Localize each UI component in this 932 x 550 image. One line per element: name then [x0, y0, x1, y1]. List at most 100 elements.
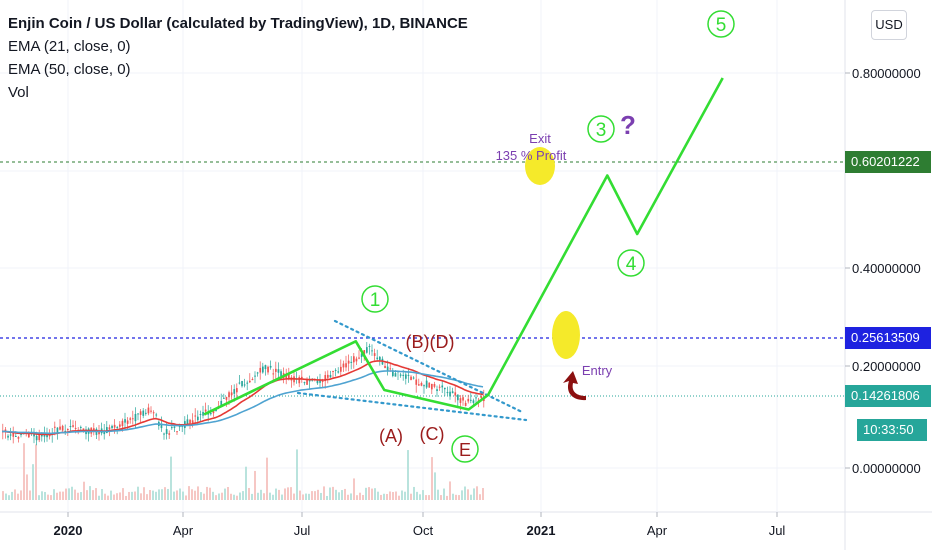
- volume-bar: [215, 495, 217, 500]
- volume-bar: [320, 492, 322, 500]
- y-tick-label: 0.00000000: [852, 461, 921, 476]
- volume-bar: [23, 443, 25, 500]
- volume-bar: [359, 492, 361, 500]
- volume-bar: [404, 491, 406, 500]
- candle-body: [269, 365, 272, 368]
- legend-title[interactable]: Enjin Coin / US Dollar (calculated by Tr…: [8, 15, 468, 32]
- candle-body: [464, 402, 467, 406]
- candle-body: [360, 353, 363, 357]
- candle-body: [316, 380, 319, 384]
- volume-bar: [455, 494, 457, 500]
- candle-body: [423, 385, 425, 387]
- volume-bar: [119, 492, 121, 500]
- candle-body: [223, 397, 225, 399]
- candle-body: [355, 358, 358, 362]
- volume-bar: [173, 491, 175, 500]
- candle-body: [376, 357, 379, 360]
- candle-body: [459, 398, 462, 403]
- volume-bar: [74, 489, 76, 500]
- volume-bar: [407, 450, 409, 500]
- legend-ema21[interactable]: EMA (21, close, 0): [8, 38, 131, 55]
- volume-bar: [122, 488, 124, 500]
- volume-bar: [344, 488, 346, 500]
- candle-body: [412, 377, 415, 379]
- candle-body: [363, 350, 366, 355]
- volume-bar: [5, 493, 7, 500]
- candle-body: [368, 345, 371, 347]
- volume-bar: [38, 495, 40, 500]
- x-tick-label: Apr: [647, 523, 668, 538]
- candle-body: [64, 430, 67, 432]
- candle-body: [280, 371, 282, 377]
- wave-number-label: 1: [370, 290, 381, 311]
- volume-bar: [329, 487, 331, 500]
- volume-bar: [272, 494, 274, 500]
- volume-bar: [275, 488, 277, 500]
- candle-body: [7, 435, 9, 438]
- candle-body: [173, 426, 176, 428]
- candle-body: [59, 426, 61, 430]
- candle-body: [189, 419, 191, 424]
- candle-body: [256, 372, 259, 374]
- volume-bar: [467, 489, 469, 500]
- volume-bar: [464, 486, 466, 500]
- candle-body: [111, 425, 113, 429]
- candle-body: [327, 374, 329, 378]
- candle-body: [230, 392, 233, 396]
- volume-bar: [257, 492, 259, 500]
- candle-body: [236, 388, 238, 393]
- volume-bar: [350, 493, 352, 500]
- candle-body: [233, 389, 236, 394]
- candle-body: [402, 374, 405, 376]
- volume-bar: [323, 486, 325, 500]
- volume-bar: [263, 493, 265, 500]
- volume-bar: [383, 493, 385, 500]
- volume-bar: [92, 490, 94, 500]
- price-tag-target: 0.60201222: [845, 151, 931, 173]
- candle-body: [394, 373, 397, 377]
- volume-bar: [266, 457, 268, 500]
- correction-label: (C): [420, 424, 445, 444]
- volume-bar: [101, 489, 103, 500]
- volume-bar: [44, 491, 46, 500]
- candle-body: [405, 374, 407, 379]
- legend-vol[interactable]: Vol: [8, 84, 29, 101]
- candle-body: [267, 366, 269, 373]
- candle-body: [56, 427, 59, 434]
- volume-bar: [167, 488, 169, 500]
- candle-body: [472, 400, 475, 403]
- entry-label: Entry: [582, 363, 613, 378]
- currency-button[interactable]: USD: [871, 10, 907, 40]
- volume-bar: [449, 481, 451, 500]
- volume-bar: [446, 495, 448, 500]
- volume-bar: [362, 494, 364, 500]
- volume-bars: [2, 443, 484, 500]
- volume-bar: [437, 489, 439, 500]
- candle-body: [142, 410, 145, 416]
- candle-body: [12, 432, 15, 437]
- candle-body: [61, 425, 64, 431]
- volume-bar: [155, 491, 157, 500]
- candle-body: [288, 374, 290, 380]
- volume-bar: [236, 495, 238, 500]
- candle-body: [444, 387, 446, 390]
- candle-body: [163, 433, 165, 435]
- candle-body: [82, 428, 85, 431]
- volume-bar: [194, 490, 196, 500]
- volume-bar: [161, 489, 163, 500]
- exit-highlight: [525, 147, 555, 185]
- candle-body: [139, 411, 142, 415]
- volume-bar: [95, 488, 97, 500]
- candle-body: [410, 376, 412, 380]
- candle-body: [467, 398, 470, 402]
- wave-circle: [587, 115, 615, 143]
- volume-bar: [302, 494, 304, 500]
- volume-bar: [254, 470, 256, 500]
- candle-body: [262, 366, 264, 373]
- legend-ema50[interactable]: EMA (50, close, 0): [8, 61, 131, 78]
- exit-label: Exit: [529, 131, 551, 146]
- volume-bar: [245, 466, 247, 500]
- volume-bar: [221, 492, 223, 500]
- volume-bar: [248, 487, 250, 500]
